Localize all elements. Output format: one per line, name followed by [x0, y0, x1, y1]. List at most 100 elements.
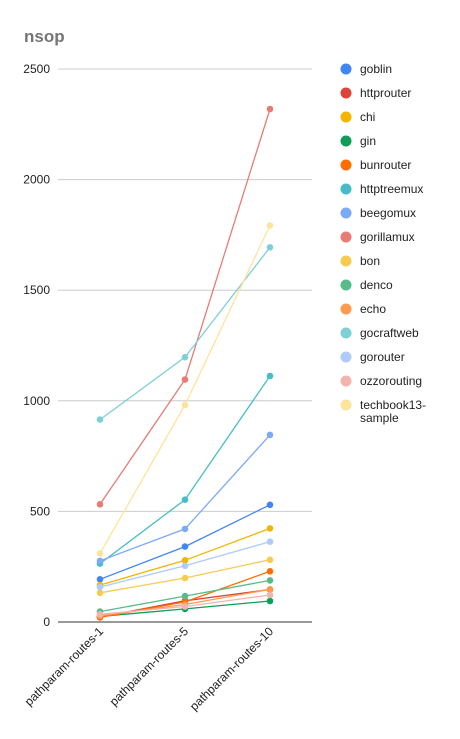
data-point — [181, 496, 189, 504]
legend-swatch — [340, 279, 352, 291]
y-tick-label: 2500 — [23, 62, 50, 76]
data-point — [96, 583, 104, 591]
data-point — [266, 591, 274, 599]
legend-label: beegomux — [360, 206, 416, 220]
series-techbook13-sample — [96, 222, 274, 557]
data-point — [96, 550, 104, 557]
data-point — [266, 431, 274, 439]
legend-swatch — [340, 255, 352, 267]
series-ozzorouting — [96, 591, 274, 618]
legend-swatch — [340, 303, 352, 315]
data-point — [266, 244, 274, 251]
legend-label: goblin — [360, 62, 392, 76]
legend-swatch — [340, 399, 352, 411]
data-point — [266, 586, 274, 593]
series-beegomux — [96, 431, 274, 565]
data-point — [96, 557, 104, 565]
data-point — [181, 592, 189, 600]
legend-swatch — [340, 327, 352, 339]
data-point — [181, 525, 189, 533]
y-tick-label: 1000 — [23, 394, 50, 408]
series-line — [99, 108, 271, 505]
series-gocraftweb — [96, 244, 274, 423]
legend-item: gocraftweb — [340, 326, 419, 340]
data-point — [266, 105, 274, 113]
data-point — [266, 222, 274, 229]
data-point — [181, 603, 189, 610]
legend-swatch — [340, 63, 352, 75]
legend-item: bon — [340, 254, 380, 268]
legend-item: httprouter — [340, 86, 411, 100]
data-point — [96, 576, 104, 583]
legend-item: chi — [340, 110, 375, 124]
series-line — [99, 246, 271, 421]
gridlines — [58, 68, 312, 623]
legend-label: chi — [360, 110, 375, 124]
legend-label: echo — [360, 302, 386, 316]
legend-swatch — [340, 159, 352, 171]
legend-label: gocraftweb — [360, 326, 419, 340]
legend-item: bunrouter — [340, 158, 411, 172]
legend-swatch — [340, 87, 352, 99]
legend-item: denco — [340, 278, 393, 292]
legend-swatch — [340, 375, 352, 387]
y-tick-label: 0 — [43, 615, 50, 629]
legend-swatch — [340, 351, 352, 363]
series-gorillamux — [96, 105, 274, 508]
legend-label: ozzorouting — [360, 374, 422, 388]
legend-label: gorillamux — [360, 230, 415, 244]
legend-item: goblin — [340, 62, 392, 76]
data-point — [266, 568, 274, 575]
legend-label: techbook13-sample — [360, 398, 426, 425]
series-lines — [96, 105, 274, 621]
legend: goblin httprouter chi gin bunrouter httptreem… — [340, 62, 426, 425]
data-point — [96, 611, 104, 618]
y-tick-label: 1500 — [23, 283, 50, 297]
legend-swatch — [340, 231, 352, 243]
legend-item: gorouter — [340, 350, 405, 364]
legend-swatch — [340, 207, 352, 219]
chart-title: nsop — [24, 27, 65, 46]
data-point — [181, 562, 189, 570]
data-point — [266, 597, 274, 605]
legend-item: gin — [340, 134, 376, 148]
data-point — [181, 401, 189, 409]
legend-label: gin — [360, 134, 376, 148]
data-point — [181, 543, 189, 550]
x-tick-label: pathparam-routes-10 — [187, 624, 276, 713]
series-gorouter — [96, 538, 274, 591]
legend-label: denco — [360, 278, 393, 292]
legend-swatch — [340, 111, 352, 123]
data-point — [266, 577, 274, 584]
y-tick-label: 500 — [30, 504, 50, 518]
series-bon — [96, 556, 274, 597]
legend-label: bunrouter — [360, 158, 411, 172]
x-tick-label: pathparam-routes-5 — [107, 624, 192, 709]
legend-label: httptreemux — [360, 182, 423, 196]
series-line — [99, 225, 271, 554]
data-point — [266, 525, 274, 532]
legend-item: gorillamux — [340, 230, 415, 244]
series-goblin — [96, 501, 274, 583]
legend-item: httptreemux — [340, 182, 423, 196]
legend-item: echo — [340, 302, 386, 316]
data-point — [181, 557, 189, 564]
legend-label: gorouter — [360, 350, 405, 364]
legend-label: bon — [360, 254, 380, 268]
data-point — [96, 501, 104, 508]
data-point — [96, 416, 104, 423]
data-point — [181, 574, 189, 582]
data-point — [266, 501, 274, 509]
data-point — [266, 538, 274, 545]
legend-item: techbook13-sample — [340, 398, 426, 425]
data-point — [266, 372, 274, 380]
x-tick-label: pathparam-routes-1 — [22, 624, 107, 709]
data-point — [266, 556, 274, 564]
data-point — [96, 589, 104, 597]
legend-swatch — [340, 135, 352, 147]
y-axis: 0 500 1000 1500 2000 2500 — [23, 62, 50, 629]
x-axis: pathparam-routes-1 pathparam-routes-5path… — [22, 624, 277, 713]
legend-item: beegomux — [340, 206, 416, 220]
legend-label: httprouter — [360, 86, 411, 100]
